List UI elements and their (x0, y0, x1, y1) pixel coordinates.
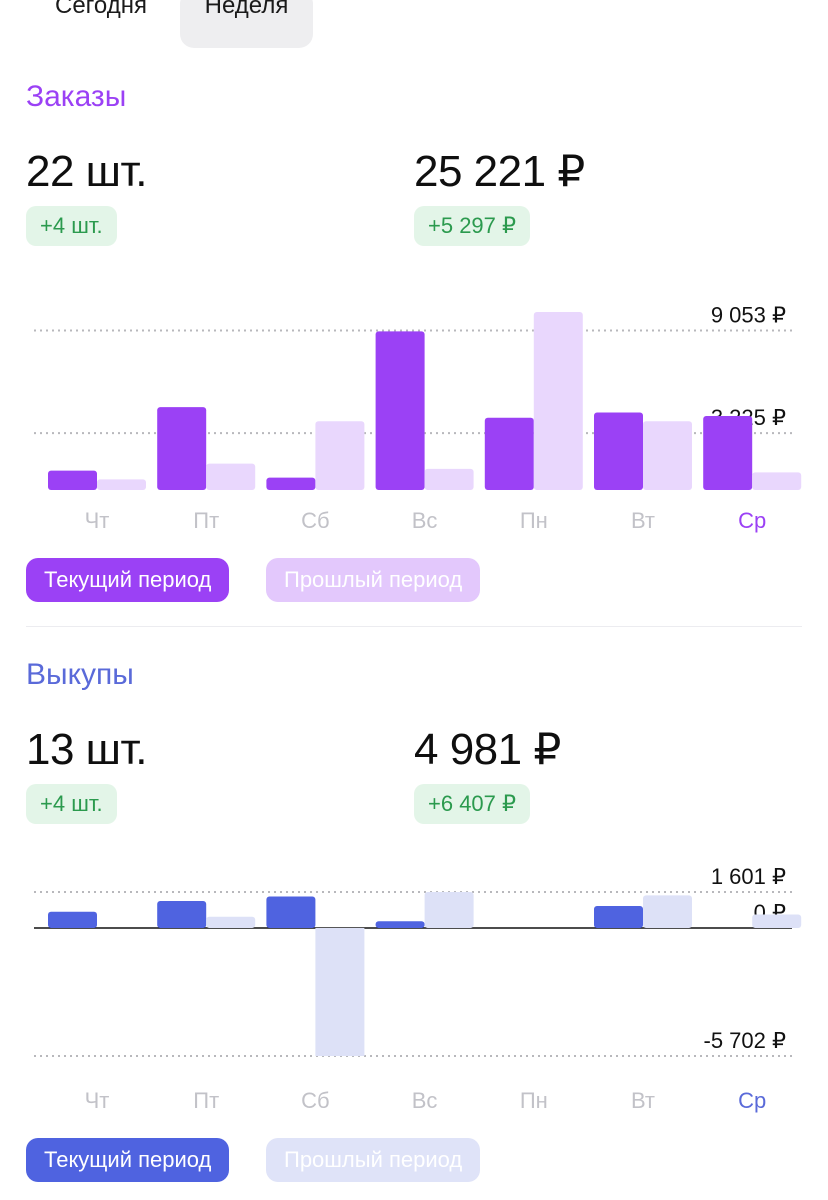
bar-current (157, 407, 207, 490)
x-tick-label: Пт (193, 1088, 219, 1113)
x-tick-label: Сб (301, 1088, 330, 1113)
bar-previous (643, 421, 692, 490)
bar-previous (97, 479, 146, 490)
bar-current (48, 911, 97, 928)
buyouts-count-delta-badge: +4 шт. (26, 784, 117, 824)
gridline-label: 9 053 ₽ (711, 302, 786, 327)
buyouts-legend-previous-button[interactable]: Прошлый период (266, 1138, 481, 1182)
bar-previous (206, 463, 256, 490)
buyouts-sum: 4 981 ₽ (414, 725, 561, 774)
bar-previous (424, 892, 474, 928)
tab-week-label: Неделя (204, 0, 289, 19)
x-tick-label: Сб (301, 508, 330, 533)
orders-legend-previous-button[interactable]: Прошлый период (266, 558, 481, 602)
tab-today[interactable]: Сегодня (26, 0, 176, 48)
bar-current (484, 417, 534, 490)
orders-count: 22 шт. (26, 147, 147, 196)
bar-current (157, 901, 207, 928)
orders-count-delta-badge: +4 шт. (26, 206, 117, 246)
x-tick-label: Пн (520, 508, 548, 533)
bar-previous (752, 914, 802, 928)
bar-previous (206, 916, 256, 928)
bar-current (594, 412, 643, 490)
bar-previous (424, 468, 474, 490)
orders-legend-current-button[interactable]: Текущий период (26, 558, 230, 602)
gridline-label: 1 601 ₽ (711, 864, 786, 889)
x-tick-label: Ср (738, 508, 766, 533)
bar-current (48, 470, 97, 490)
tab-today-label: Сегодня (55, 0, 147, 19)
x-tick-label: Пт (193, 508, 219, 533)
bar-current (266, 896, 316, 928)
x-tick-label: Вс (412, 508, 438, 533)
x-tick-label: Чт (85, 1088, 110, 1113)
bar-previous (315, 421, 365, 490)
bar-current (375, 331, 425, 490)
buyouts-legend-current-button[interactable]: Текущий период (26, 1138, 230, 1182)
period-tabs: Сегодня Неделя (0, 0, 828, 50)
bar-current (703, 415, 753, 490)
bar-current (594, 905, 643, 928)
section-divider (26, 626, 802, 627)
buyouts-chart-svg: 1 601 ₽0 ₽-5 702 ₽Чт Пт Сб Вс Пн Вт Ср (34, 864, 802, 1113)
x-tick-label: Вт (631, 1088, 655, 1113)
bar-current (375, 921, 425, 928)
bar-current (266, 477, 316, 490)
bar-previous (533, 312, 583, 490)
x-tick-label: Вс (412, 1088, 438, 1113)
buyouts-chart: 1 601 ₽0 ₽ -5 702 ₽ Чт Пт Сб Вс Пн Вт Ср (34, 864, 802, 1113)
bar-previous (643, 895, 692, 928)
x-tick-label: Вт (631, 508, 655, 533)
tab-week[interactable]: Неделя (180, 0, 313, 48)
gridline-label: -5 702 ₽ (704, 1028, 787, 1053)
x-tick-label: Ср (738, 1088, 766, 1113)
x-tick-label: Пн (520, 1088, 548, 1113)
orders-sum-delta-badge: +5 297 ₽ (414, 206, 531, 246)
buyouts-count: 13 шт. (26, 725, 147, 774)
orders-sum: 25 221 ₽ (414, 147, 585, 196)
orders-section: Заказы 22 шт. +4 шт. 25 221 ₽ +5 297 ₽ 9… (26, 80, 802, 602)
bar-previous (752, 472, 802, 490)
buyouts-title: Выкупы (26, 658, 134, 691)
orders-title: Заказы (26, 80, 127, 113)
bar-previous (315, 927, 365, 1056)
x-tick-label: Чт (85, 508, 110, 533)
buyouts-sum-delta-badge: +6 407 ₽ (414, 784, 531, 824)
